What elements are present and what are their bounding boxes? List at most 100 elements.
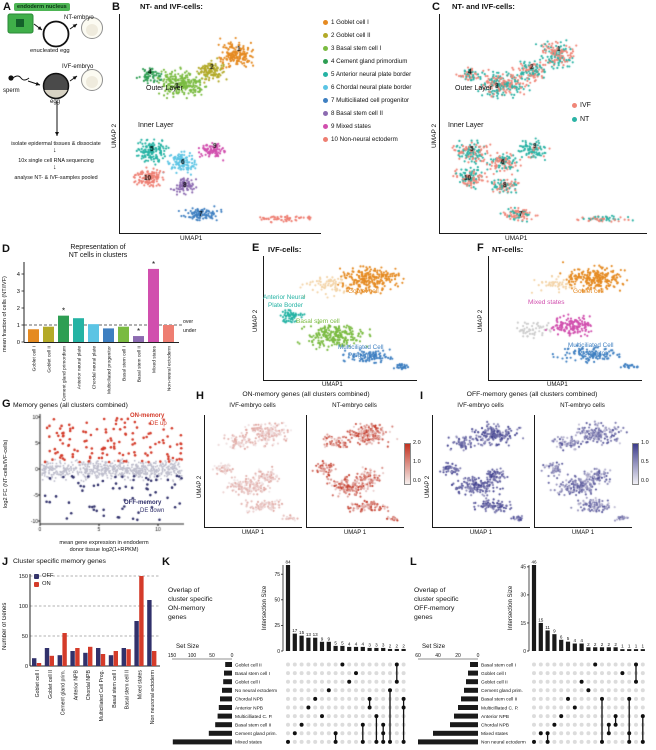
legend-item: 5 Anterior neural plate border [323, 68, 412, 81]
svg-text:50: 50 [209, 653, 215, 659]
svg-text:Goblet cell I: Goblet cell I [235, 680, 260, 686]
h-ivf-subtitle: IVF-embryo cells [229, 402, 276, 409]
svg-text:2: 2 [587, 642, 590, 647]
panel-e-yaxis [263, 256, 264, 380]
panel-b-title: NT- and IVF-cells: [140, 2, 203, 11]
multiciliated-label-line1: Multiciliated Cell [568, 342, 614, 349]
svg-text:15: 15 [520, 621, 526, 627]
panel-c-ylabel: UMAP 2 [431, 123, 438, 148]
panel-d-title-line2: NT cells in clusters [68, 252, 128, 259]
svg-text:over: over [183, 319, 193, 325]
svg-text:0: 0 [231, 653, 234, 659]
panel-e-title: IVF-cells: [268, 245, 302, 254]
legend-label: ON [42, 581, 51, 587]
svg-text:4: 4 [17, 272, 21, 278]
multiciliated-label-line1: Multiciliated Cell [338, 344, 384, 351]
panel-g-xlabel-line1: mean gene expression in endoderm [59, 540, 149, 546]
nt-representation-bar-chart: 0 1 2 3 4 over under Goblet cell I Goblet cell I… [17, 260, 197, 401]
umap-ivf-cells [265, 254, 415, 379]
panel-b-yaxis [119, 14, 120, 233]
multiciliated-label-line2: Progenitor [348, 352, 378, 359]
svg-text:Intersection Size: Intersection Size [262, 585, 268, 630]
svg-text:Goblet cell II: Goblet cell II [235, 662, 262, 668]
svg-text:1: 1 [621, 644, 624, 649]
i-nt-xaxis [534, 527, 632, 528]
svg-text:9: 9 [321, 636, 324, 641]
svg-text:0: 0 [523, 649, 526, 655]
umap-nt-ivf-clusters [120, 11, 325, 233]
legend-item: IVF [572, 98, 591, 112]
step-sequencing: 10x single cell RNA sequencing [18, 158, 94, 164]
svg-text:Chordal neural plate: Chordal neural plate [92, 346, 98, 390]
svg-text:4: 4 [348, 641, 351, 646]
legend-label: 8 Basal stem cell II [331, 110, 383, 117]
panel-b-ylabel: UMAP 2 [111, 123, 118, 148]
svg-text:3: 3 [17, 289, 20, 295]
svg-text:Basal stem cell I: Basal stem cell I [122, 346, 128, 381]
legend-label: 3 Basal stem cell I [331, 45, 382, 52]
step-analyse: analyse NT- & IVF-samples pooled [14, 175, 98, 181]
svg-text:4: 4 [362, 641, 365, 646]
i-colorbar-tick-min: 0.0 [641, 478, 649, 484]
multiciliated-label-line2: Progenitor [578, 350, 608, 357]
svg-text:13: 13 [313, 632, 319, 637]
panel-d-title-line1: Representation of [70, 244, 126, 251]
svg-text:5: 5 [341, 640, 344, 645]
legend-label: 5 Anterior neural plate border [331, 71, 412, 78]
i-nt-subtitle: NT-embryo cells [560, 402, 605, 409]
panel-j-letter: J [2, 556, 9, 568]
h-colorbar-tick-max: 2.0 [413, 440, 421, 446]
h-ivf-xaxis [204, 527, 302, 528]
legend-item: 2 Goblet cell II [323, 29, 412, 42]
svg-text:Anterior NPB: Anterior NPB [481, 714, 509, 720]
svg-text:Basal stem cell I: Basal stem cell I [481, 662, 516, 668]
off-memory-annotation: OFF-memory [124, 500, 162, 506]
legend-label: 7 Multiciliated cell progenitor [331, 97, 410, 104]
svg-text:Set Size: Set Size [176, 643, 200, 650]
de-down-annotation: DE down [140, 508, 165, 514]
legend-swatch-icon [572, 116, 577, 122]
panel-f-xaxis [488, 380, 642, 381]
svg-text:genes: genes [414, 614, 433, 621]
svg-text:Mixed states: Mixed states [137, 670, 143, 700]
panel-k-letter: K [162, 556, 170, 568]
legend-swatch-icon [323, 111, 328, 116]
enucleated-egg-label: enucleated egg [30, 48, 70, 54]
legend-label: 2 Goblet cell II [331, 32, 371, 39]
memory-genes-bar-chart: 0 50 100 150 Goblet cell I Goblet cell II Ceme… [19, 574, 160, 724]
svg-text:100: 100 [188, 653, 197, 659]
svg-text:Chordal NPB: Chordal NPB [481, 723, 509, 729]
h-colorbar-tick-mid: 1.0 [413, 459, 421, 465]
svg-text:Non neural ectoderm: Non neural ectoderm [481, 740, 526, 746]
endoderm-nucleus-icon [16, 19, 24, 27]
svg-text:3: 3 [368, 642, 371, 647]
legend-swatch-icon [34, 581, 39, 587]
svg-text:4: 4 [580, 638, 583, 643]
sperm-tail-icon [12, 75, 30, 81]
svg-text:0: 0 [477, 653, 480, 659]
svg-text:45: 45 [520, 565, 526, 571]
panel-e-ylabel: UMAP 2 [253, 309, 259, 332]
svg-text:13: 13 [306, 632, 312, 637]
down-arrow-icon: ↓ [53, 164, 57, 171]
legend-item: 4 Cement gland primordium [323, 55, 412, 68]
h-nt-yaxis [306, 415, 307, 527]
svg-text:Goblet cell II: Goblet cell II [48, 670, 54, 699]
egg-label: egg [50, 99, 61, 105]
svg-text:Mixed states: Mixed states [152, 345, 158, 373]
umap-off-memory-ivf [434, 414, 528, 526]
svg-text:1: 1 [642, 644, 645, 649]
panel-c-title: NT- and IVF-cells: [452, 2, 515, 11]
svg-text:Goblet cell I: Goblet cell I [32, 346, 38, 371]
legend-swatch-icon [323, 85, 328, 90]
i-ivf-xaxis [432, 527, 530, 528]
svg-text:6: 6 [560, 634, 563, 639]
svg-text:2: 2 [601, 642, 604, 647]
svg-text:2: 2 [17, 306, 20, 312]
svg-text:46: 46 [531, 560, 537, 565]
svg-text:genes: genes [168, 614, 187, 621]
legend-label: IVF [580, 101, 591, 109]
egg-vegetal-icon [44, 90, 68, 98]
h-nt-subtitle: NT-embryo cells [332, 402, 377, 409]
